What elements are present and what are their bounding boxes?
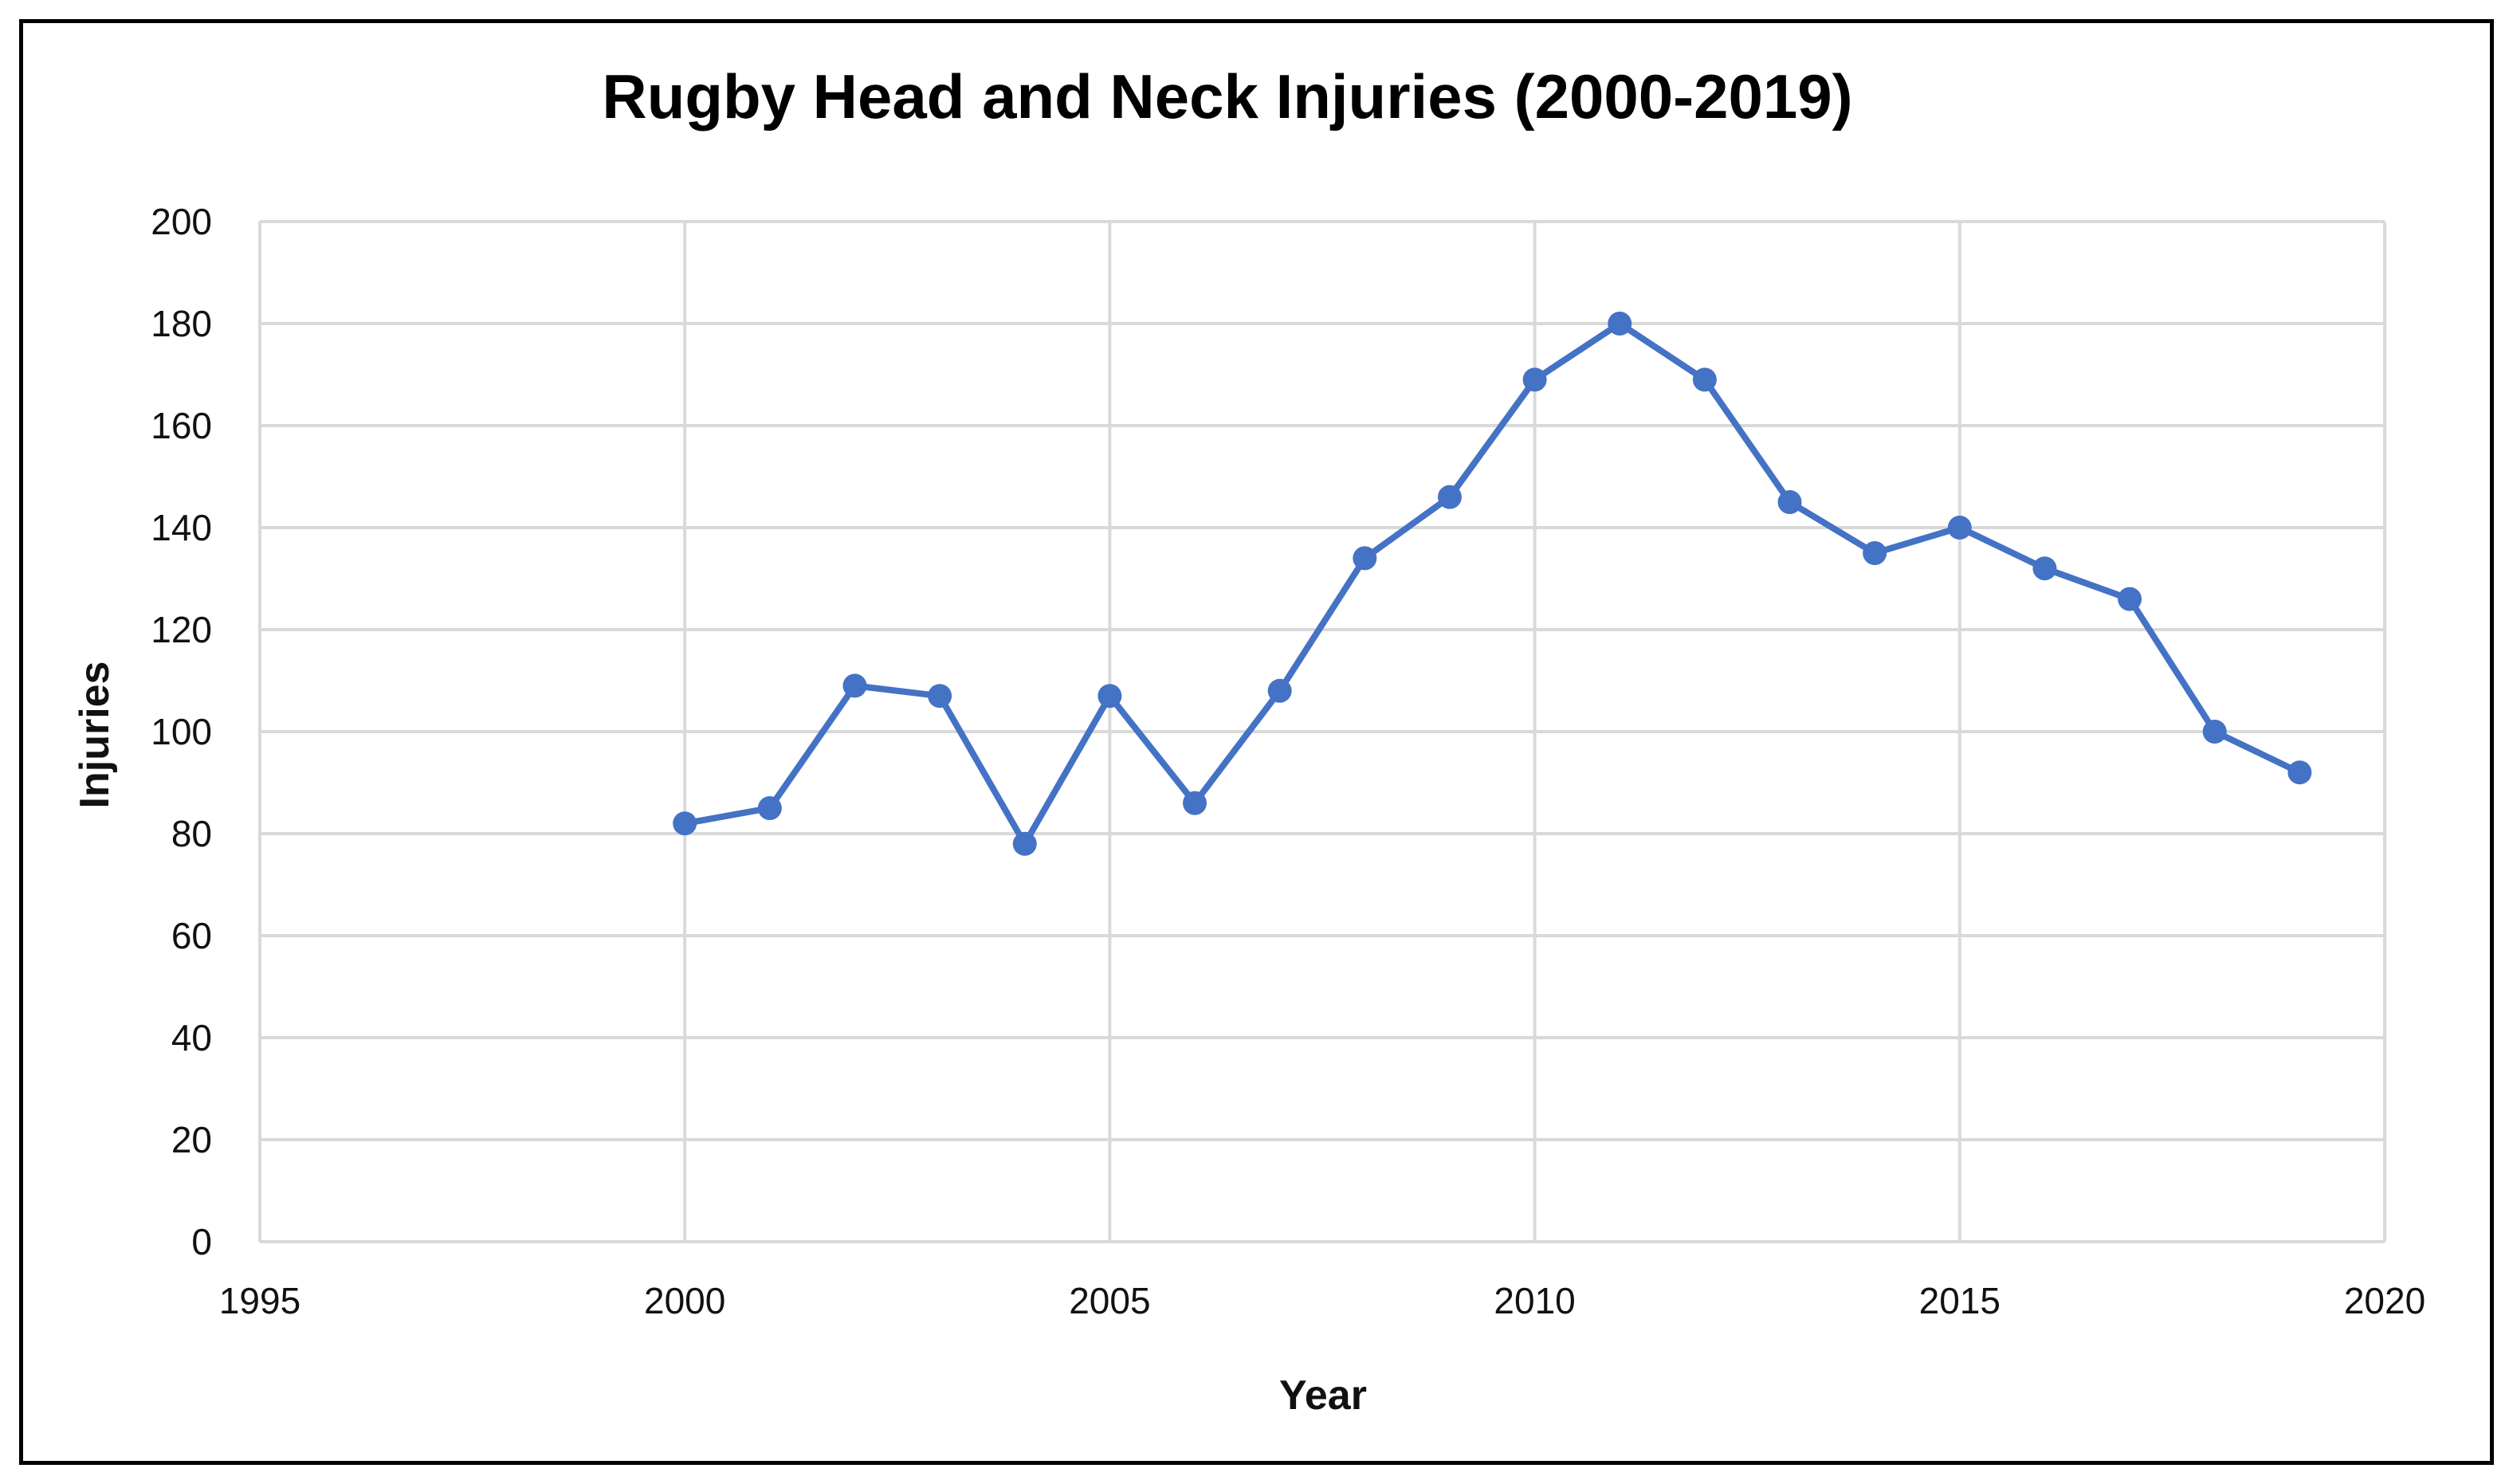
series-line [681, 320, 2303, 847]
y-tick-label: 140 [151, 507, 212, 548]
y-tick-label: 40 [171, 1017, 212, 1058]
x-tick-label: 2005 [1069, 1280, 1150, 1321]
y-tick-label: 0 [191, 1221, 212, 1262]
chart-title: Rugby Head and Neck Injuries (2000-2019) [602, 61, 1852, 132]
data-point [1608, 312, 1632, 336]
data-point [2287, 760, 2312, 785]
y-tick-label: 180 [151, 303, 212, 344]
data-point [1012, 831, 1037, 856]
data-point [1692, 367, 1717, 392]
data-point [1863, 541, 1887, 565]
data-point [2032, 556, 2057, 581]
grid-lines [258, 220, 2386, 1243]
x-tick-label: 2020 [2344, 1280, 2425, 1321]
x-tick-label: 2015 [1919, 1280, 2001, 1321]
data-point [1183, 791, 1207, 815]
data-point [1353, 546, 1377, 571]
y-axis-title: Injuries [72, 662, 118, 809]
data-point [2118, 587, 2142, 611]
y-tick-label: 60 [171, 915, 212, 956]
data-point [1522, 367, 1547, 392]
data-point [928, 684, 952, 709]
data-point [757, 796, 782, 820]
y-tick-label: 200 [151, 201, 212, 242]
y-tick-label: 120 [151, 609, 212, 650]
x-tick-label: 1995 [219, 1280, 300, 1321]
chart-frame [19, 19, 2494, 1465]
x-tick-label: 2010 [1494, 1280, 1575, 1321]
y-tick-label: 20 [171, 1119, 212, 1160]
y-tick-label: 160 [151, 405, 212, 446]
data-point [1437, 485, 1462, 509]
data-point [1777, 490, 1802, 514]
data-point [2202, 720, 2227, 744]
x-axis-title: Year [1279, 1372, 1367, 1419]
series [673, 312, 2312, 856]
x-axis-ticks: 1995 2000 2005 2010 2015 2020 [219, 1280, 2425, 1321]
data-point [673, 811, 697, 836]
data-point [842, 673, 867, 698]
data-point [1267, 678, 1292, 703]
y-axis-ticks: 0 20 40 60 80 100 120 140 160 180 200 [151, 201, 212, 1262]
x-tick-label: 2000 [644, 1280, 725, 1321]
y-tick-label: 100 [151, 711, 212, 752]
data-point [1947, 516, 1972, 540]
y-tick-label: 80 [171, 813, 212, 854]
data-point [1097, 684, 1122, 709]
